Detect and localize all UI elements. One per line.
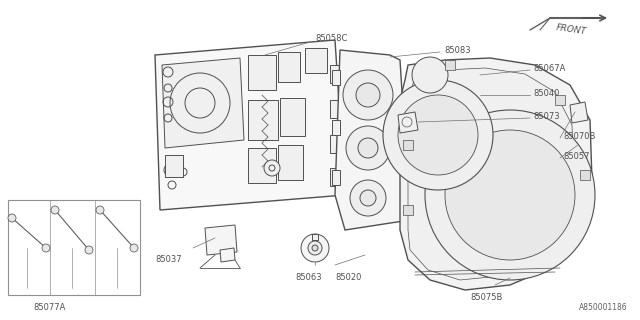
Circle shape (42, 244, 50, 252)
Polygon shape (403, 140, 413, 150)
Circle shape (445, 130, 575, 260)
Circle shape (356, 83, 380, 107)
Polygon shape (330, 100, 345, 118)
Polygon shape (278, 145, 303, 180)
Polygon shape (398, 112, 418, 133)
Circle shape (185, 88, 215, 118)
Circle shape (170, 73, 230, 133)
Circle shape (8, 214, 16, 222)
Polygon shape (220, 248, 235, 262)
Circle shape (398, 95, 478, 175)
Polygon shape (278, 52, 300, 82)
Polygon shape (248, 55, 276, 90)
Polygon shape (445, 60, 455, 70)
Circle shape (350, 180, 386, 216)
Circle shape (412, 57, 448, 93)
Circle shape (358, 138, 378, 158)
Polygon shape (580, 170, 590, 180)
Polygon shape (555, 95, 565, 105)
Circle shape (85, 246, 93, 254)
Text: 85020: 85020 (335, 274, 362, 283)
Text: 85063: 85063 (295, 274, 322, 283)
Polygon shape (332, 170, 340, 185)
Polygon shape (330, 65, 345, 83)
Polygon shape (162, 58, 244, 148)
Polygon shape (155, 40, 345, 210)
Text: 85057: 85057 (563, 151, 589, 161)
Polygon shape (335, 50, 410, 230)
Polygon shape (280, 98, 305, 136)
Polygon shape (403, 205, 413, 215)
Text: FRONT: FRONT (555, 23, 587, 36)
Polygon shape (408, 68, 574, 280)
Text: 85075B: 85075B (470, 293, 502, 302)
Circle shape (96, 206, 104, 214)
Circle shape (264, 160, 280, 176)
Polygon shape (332, 120, 340, 135)
Text: 85073: 85073 (533, 111, 559, 121)
Circle shape (360, 190, 376, 206)
Circle shape (425, 110, 595, 280)
Text: 85077A: 85077A (34, 303, 66, 313)
Polygon shape (248, 100, 278, 140)
Circle shape (383, 80, 493, 190)
Polygon shape (330, 135, 345, 153)
Polygon shape (400, 58, 592, 290)
Polygon shape (305, 48, 327, 73)
Circle shape (308, 241, 322, 255)
Circle shape (130, 244, 138, 252)
Circle shape (346, 126, 390, 170)
Polygon shape (8, 200, 140, 295)
Text: 85058C: 85058C (315, 34, 348, 43)
Polygon shape (165, 155, 183, 177)
Polygon shape (570, 102, 588, 123)
Polygon shape (332, 70, 340, 85)
Polygon shape (248, 148, 276, 183)
Polygon shape (330, 168, 345, 186)
Circle shape (301, 234, 329, 262)
Text: 85070B: 85070B (563, 132, 595, 140)
Polygon shape (205, 225, 237, 255)
Text: 85040: 85040 (533, 89, 559, 98)
Text: 85067A: 85067A (533, 63, 565, 73)
Text: A850001186: A850001186 (579, 303, 628, 312)
Text: 85083: 85083 (444, 45, 470, 54)
Polygon shape (312, 234, 318, 240)
Text: 85037: 85037 (155, 255, 182, 265)
Circle shape (51, 206, 59, 214)
Circle shape (343, 70, 393, 120)
Circle shape (312, 245, 318, 251)
